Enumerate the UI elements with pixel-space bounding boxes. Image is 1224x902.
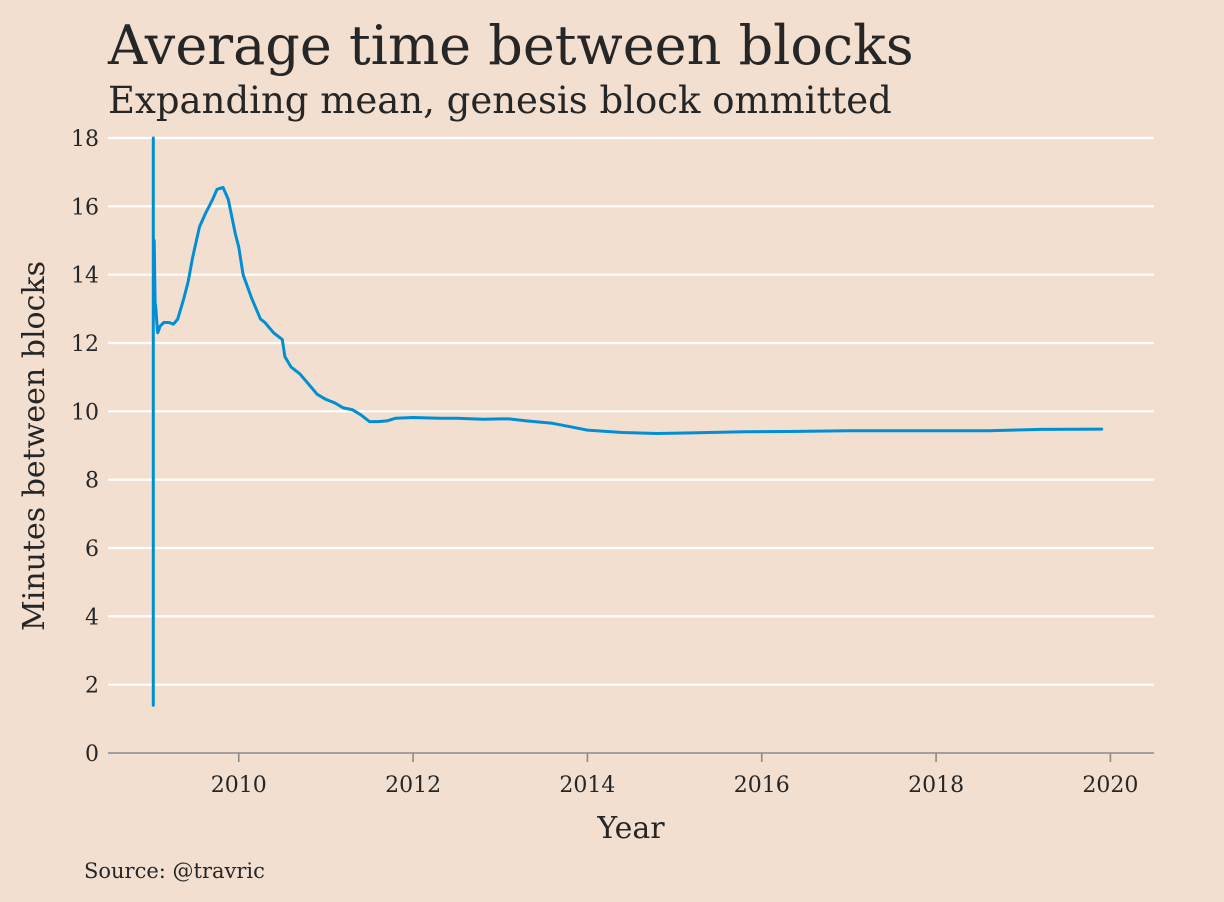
x-axis-label: Year bbox=[596, 811, 665, 846]
y-tick-label-14: 14 bbox=[71, 264, 99, 289]
chart-title: Average time between blocks bbox=[107, 14, 914, 77]
x-tick-label-2016: 2016 bbox=[734, 773, 790, 798]
y-tick-label-6: 6 bbox=[85, 537, 99, 562]
y-tick-labels: 0 2 4 6 8 10 12 14 16 18 bbox=[71, 127, 99, 767]
y-tick-label-4: 4 bbox=[85, 605, 99, 630]
x-tick-label-2012: 2012 bbox=[385, 773, 441, 798]
y-tick-label-18: 18 bbox=[71, 127, 99, 152]
series-line-0 bbox=[151, 136, 1104, 707]
y-tick-label-0: 0 bbox=[85, 742, 99, 767]
gridlines bbox=[108, 136, 1154, 686]
series-group bbox=[151, 136, 1104, 707]
source-note: Source: @travric bbox=[84, 859, 265, 883]
y-tick-label-8: 8 bbox=[85, 469, 99, 494]
x-tick-label-2018: 2018 bbox=[908, 773, 964, 798]
x-tick-label-2014: 2014 bbox=[559, 773, 615, 798]
y-axis-label: Minutes between blocks bbox=[17, 261, 52, 631]
x-tick-label-2010: 2010 bbox=[211, 773, 267, 798]
x-ticks: 2010 2012 2014 2016 2018 2020 bbox=[211, 753, 1138, 798]
y-tick-label-2: 2 bbox=[85, 674, 99, 699]
y-tick-label-10: 10 bbox=[71, 400, 99, 425]
y-tick-label-16: 16 bbox=[71, 195, 99, 220]
y-tick-label-12: 12 bbox=[71, 332, 99, 357]
chart-subtitle: Expanding mean, genesis block ommitted bbox=[108, 79, 892, 122]
x-tick-label-2020: 2020 bbox=[1082, 773, 1138, 798]
